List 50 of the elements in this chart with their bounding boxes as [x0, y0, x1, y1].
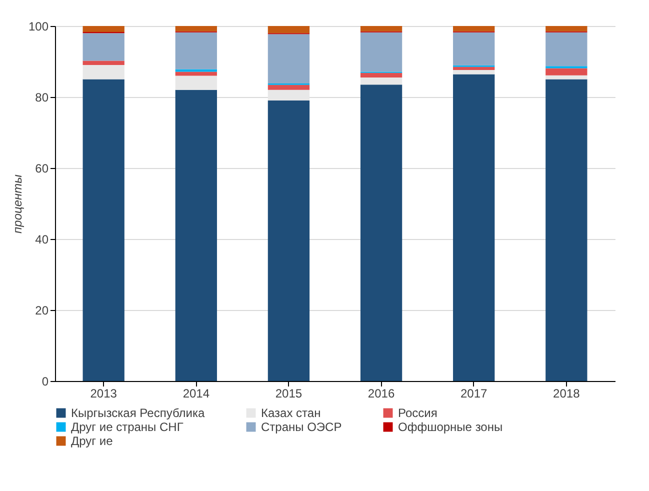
y-axis-title: проценты — [10, 174, 24, 234]
bar — [82, 65, 124, 80]
y-tick-label: 40 — [35, 232, 49, 246]
bar — [175, 26, 217, 32]
legend-label: Оффшорные зоны — [398, 420, 503, 434]
bar — [360, 26, 402, 32]
x-tick-label: 2015 — [275, 386, 302, 400]
legend-label: Друг ие страны СНГ — [71, 420, 184, 434]
bar — [175, 76, 217, 90]
legend-label: Страны ОЭСР — [261, 420, 342, 434]
y-tick-label: 20 — [35, 304, 49, 318]
bar — [268, 26, 310, 34]
bar — [546, 26, 588, 32]
bar — [82, 79, 124, 381]
bar — [453, 66, 495, 70]
legend-label: Россия — [398, 406, 438, 420]
bar — [82, 60, 124, 66]
x-tick-label: 2018 — [553, 386, 580, 400]
bar — [175, 90, 217, 381]
bar — [453, 74, 495, 381]
bar — [546, 75, 588, 80]
bar — [175, 32, 217, 70]
y-tick-label: 100 — [28, 20, 49, 34]
bar — [453, 26, 495, 32]
bar — [546, 79, 588, 381]
legend-label: Кыргызская Республика — [71, 406, 206, 420]
bar — [268, 90, 310, 101]
bar — [268, 84, 310, 90]
bar — [82, 33, 124, 61]
bar — [82, 26, 124, 32]
bar — [268, 34, 310, 84]
x-tick-label: 2017 — [460, 386, 488, 400]
bar — [546, 68, 588, 76]
x-tick-label: 2016 — [368, 386, 395, 400]
bar — [546, 32, 588, 66]
bar — [453, 70, 495, 74]
bar — [360, 72, 402, 78]
bar — [360, 84, 402, 381]
x-tick-label: 2013 — [90, 386, 118, 400]
legend-label: Казах стан — [261, 406, 321, 420]
x-tick-label: 2014 — [182, 386, 210, 400]
bar — [453, 32, 495, 66]
bar — [175, 69, 217, 72]
legend-label: Друг ие — [71, 434, 114, 448]
y-tick-label: 0 — [42, 374, 49, 388]
y-tick-label: 80 — [35, 90, 49, 104]
y-tick-label: 60 — [35, 162, 49, 176]
bar — [268, 100, 310, 381]
bar — [360, 77, 402, 85]
bar — [360, 32, 402, 72]
